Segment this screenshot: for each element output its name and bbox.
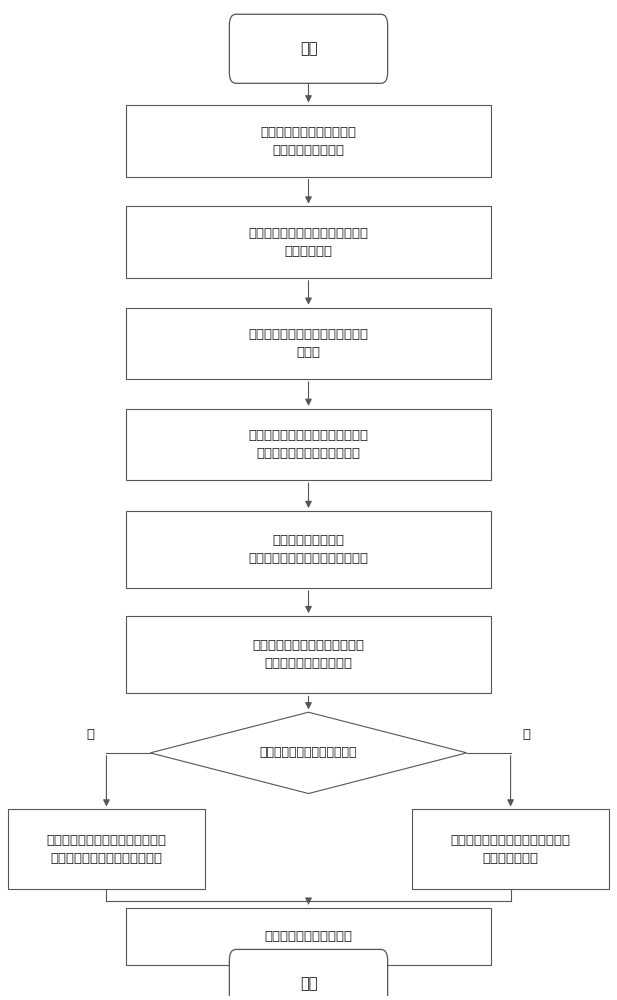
- Bar: [126, 105, 491, 177]
- Polygon shape: [151, 712, 466, 794]
- FancyBboxPatch shape: [230, 949, 387, 1000]
- Bar: [126, 409, 491, 480]
- FancyBboxPatch shape: [230, 14, 387, 83]
- Text: 待更新函数是否处于调用栈中: 待更新函数是否处于调用栈中: [260, 746, 357, 759]
- Text: 生成函数语义语义映射表和中间辅
助函数: 生成函数语义语义映射表和中间辅 助函数: [249, 328, 368, 359]
- Text: 开始: 开始: [300, 41, 317, 56]
- Text: 否: 否: [523, 728, 531, 741]
- Bar: [126, 511, 491, 588]
- Bar: [7, 809, 205, 889]
- Text: 根据用户初始化请求，将初级动态
升级补丁插入到待更新程序中: 根据用户初始化请求，将初级动态 升级补丁插入到待更新程序中: [249, 429, 368, 460]
- Bar: [126, 206, 491, 278]
- Text: 是: 是: [86, 728, 94, 741]
- Text: 对比整合后的上述文件，生成初级
动态升级补丁: 对比整合后的上述文件，生成初级 动态升级补丁: [249, 227, 368, 258]
- Bar: [126, 308, 491, 379]
- Bar: [412, 809, 610, 889]
- Text: 结束: 结束: [300, 976, 317, 991]
- Bar: [126, 908, 491, 965]
- Text: 根据用户更新请求，暂停相关进
程，更新待更新静态变量: 根据用户更新请求，暂停相关进 程，更新待更新静态变量: [252, 639, 365, 670]
- Text: 分别整合旧版本代码源文件
和新版本代码源文件: 分别整合旧版本代码源文件 和新版本代码源文件: [260, 126, 357, 157]
- Text: 获取待更新程序中的
待更新函数和待更新静态变量地址: 获取待更新程序中的 待更新函数和待更新静态变量地址: [249, 534, 368, 565]
- Text: 恢复暂停进程，结束更新: 恢复暂停进程，结束更新: [265, 930, 352, 943]
- Text: 修改函数入口处指令，使其跳转入
新函数完成更新: 修改函数入口处指令，使其跳转入 新函数完成更新: [450, 834, 571, 865]
- Bar: [126, 616, 491, 693]
- Text: 修改当前位置下一条执行指令，使
其跳转入中间辅助函数完成更新: 修改当前位置下一条执行指令，使 其跳转入中间辅助函数完成更新: [46, 834, 167, 865]
